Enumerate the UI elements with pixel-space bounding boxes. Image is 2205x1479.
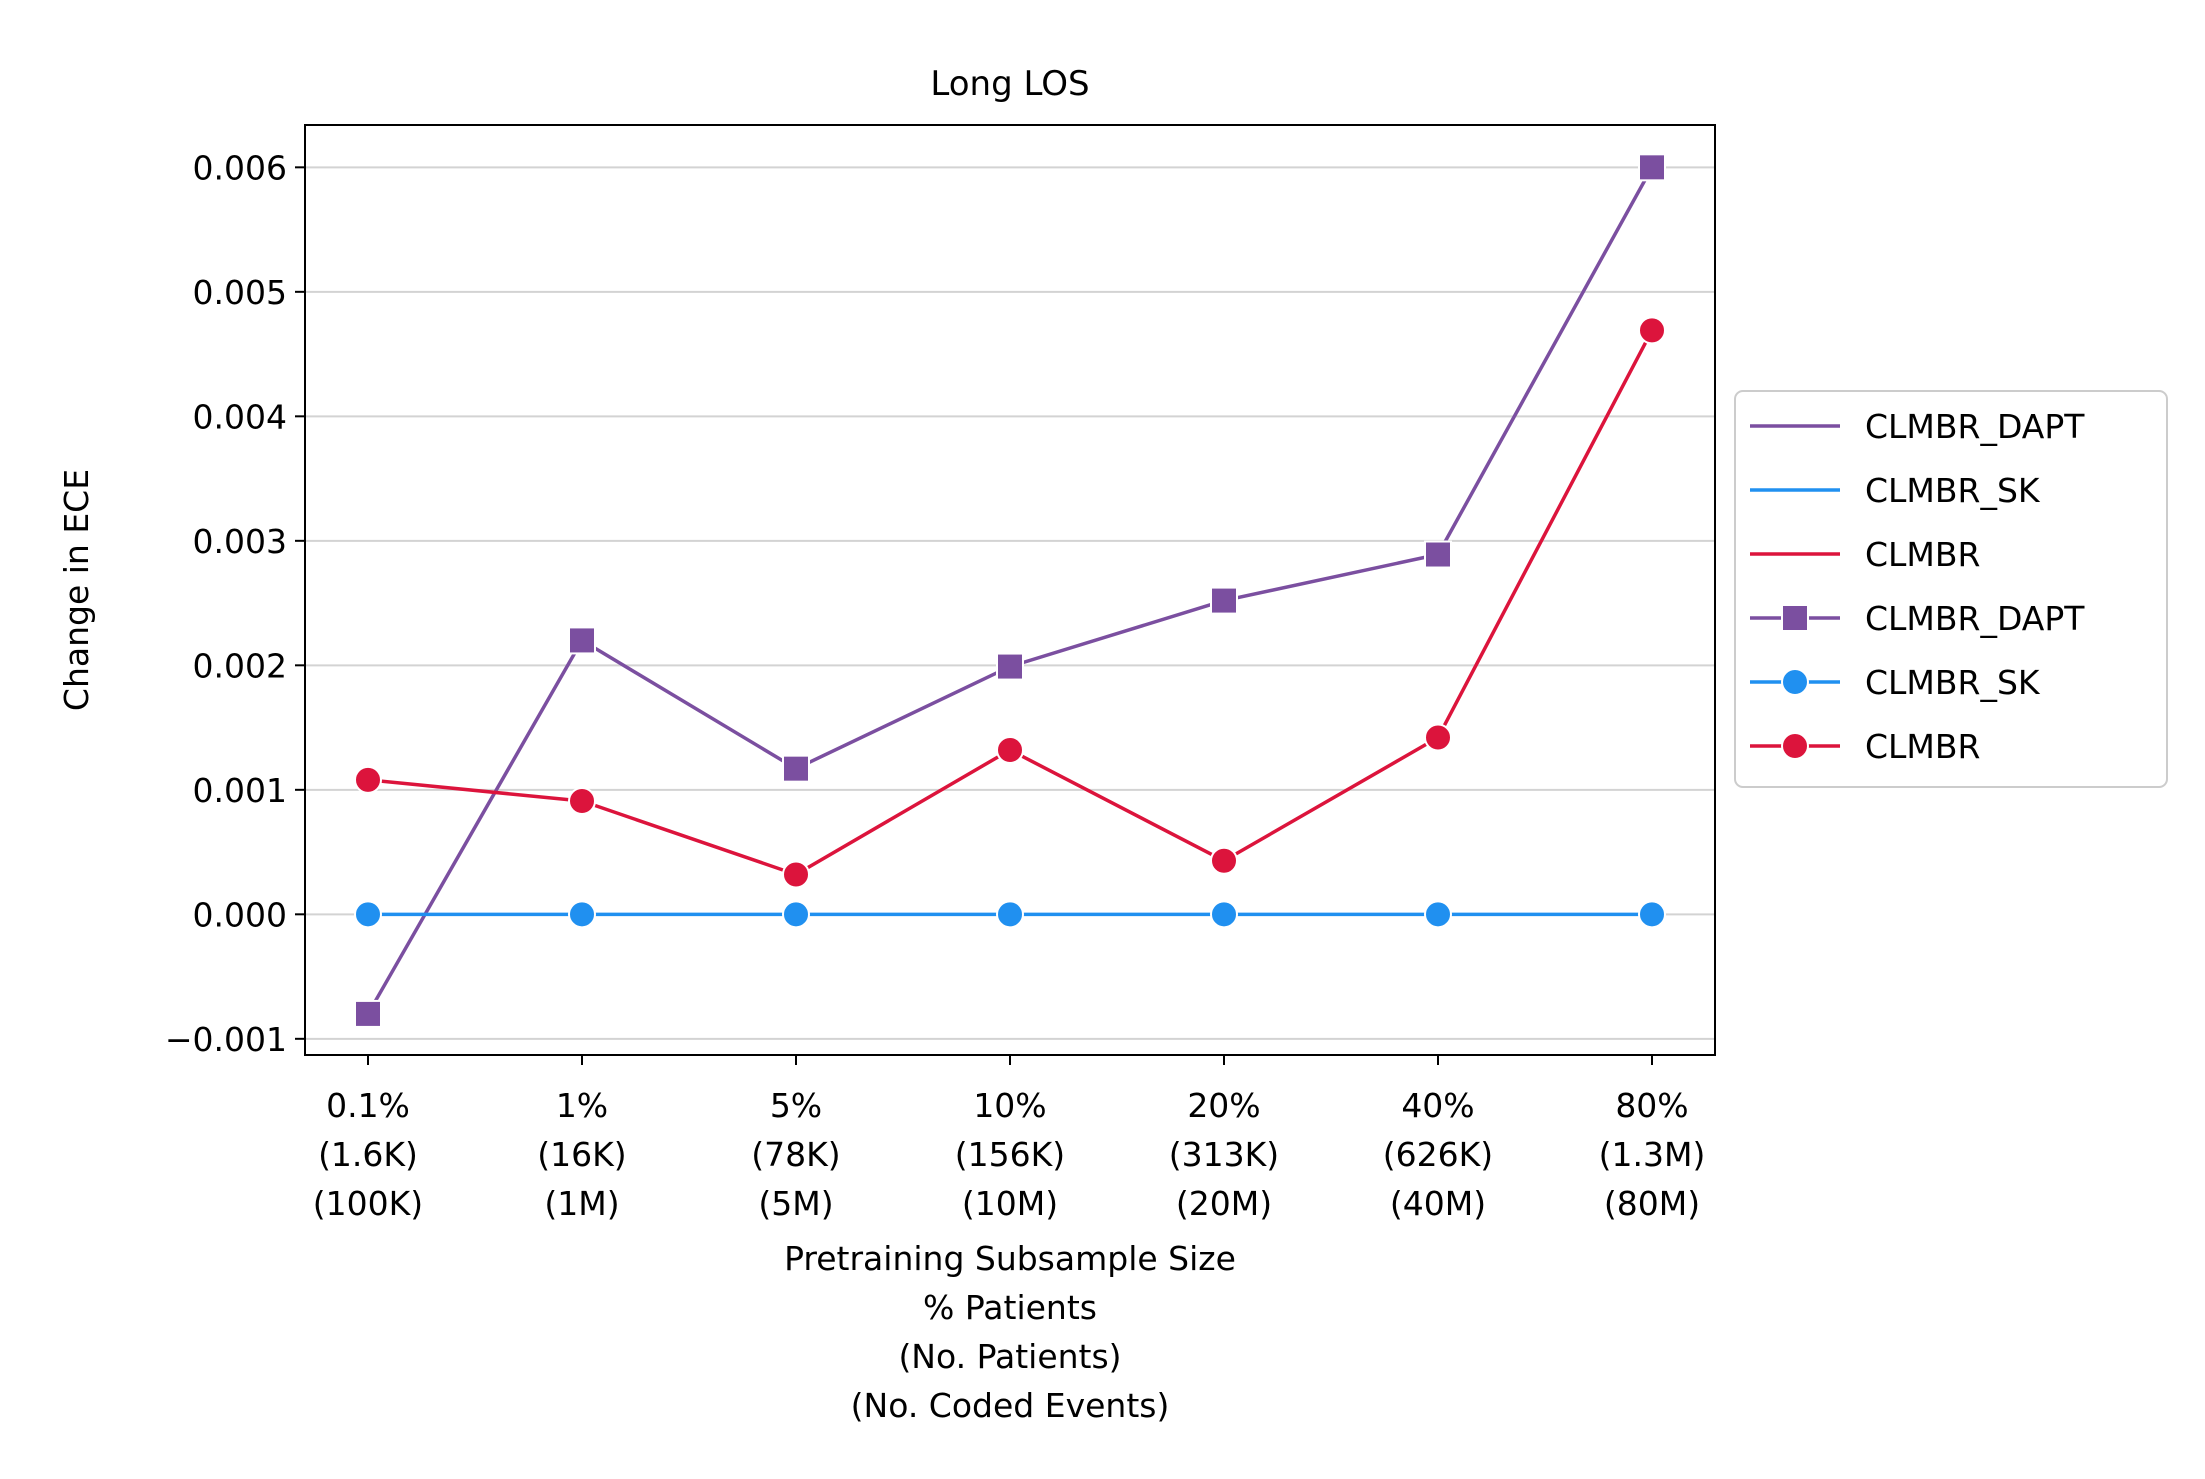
point-clmbr [1210, 846, 1238, 875]
point-clmbr-dapt [1210, 586, 1238, 615]
y-tick-label: −0.001 [165, 1020, 287, 1059]
x-axis-label-line: (No. Patients) [898, 1337, 1121, 1376]
plot-markers [354, 153, 1666, 1028]
x-tick-label: 40% [1401, 1086, 1474, 1125]
legend-label-clmbr-sk: CLMBR_SK [1865, 471, 2041, 510]
x-tick-label: 5% [770, 1086, 822, 1125]
x-tick-label: (100K) [313, 1184, 423, 1223]
x-tick-label: (78K) [751, 1135, 840, 1174]
x-tick-label: 20% [1187, 1086, 1260, 1125]
x-tick-label: 80% [1615, 1086, 1688, 1125]
x-tick-label: (1.3M) [1599, 1135, 1706, 1174]
x-tick-label: 10% [973, 1086, 1046, 1125]
point-clmbr-dapt [996, 652, 1024, 681]
x-tick-label: (1M) [544, 1184, 619, 1223]
x-axis-label-line: Pretraining Subsample Size [784, 1239, 1236, 1278]
point-clmbr [354, 765, 382, 794]
y-axis: −0.001 0.000 0.001 0.002 0.003 0.004 0.005 0.00… [165, 148, 305, 1059]
x-tick-label: 1% [556, 1086, 608, 1125]
chart-title: Long LOS [930, 64, 1089, 104]
x-axis-label: Pretraining Subsample Size % Patients (No.… [784, 1239, 1236, 1425]
x-tick-label: 0.1% [326, 1086, 410, 1125]
x-tick-label: (156K) [955, 1135, 1065, 1174]
x-tick-label: (16K) [537, 1135, 626, 1174]
point-clmbr [782, 860, 810, 889]
plot-frame [304, 124, 1716, 1056]
legend-marker-clmbr [1781, 732, 1809, 760]
point-clmbr-sk [354, 900, 382, 929]
x-tick-label: (5M) [758, 1184, 833, 1223]
point-clmbr-dapt [1638, 153, 1666, 182]
x-axis-label-line: % Patients [923, 1288, 1097, 1327]
point-clmbr-sk [568, 900, 596, 929]
point-clmbr-sk [782, 900, 810, 929]
point-clmbr-dapt [568, 626, 596, 655]
legend-marker-clmbr-sk [1781, 668, 1809, 696]
y-axis-label: Change in ECE [57, 469, 96, 711]
y-tick-label: 0.002 [193, 646, 287, 685]
legend-label-clmbr-dapt: CLMBR_DAPT [1865, 599, 2085, 638]
y-tick-label: 0.001 [193, 771, 287, 810]
y-tick-label: 0.006 [193, 148, 287, 187]
point-clmbr-sk [1210, 900, 1238, 929]
y-tick-label: 0.005 [193, 273, 287, 312]
x-tick-label: (1.6K) [318, 1135, 418, 1174]
legend-label-clmbr: CLMBR [1865, 727, 1980, 766]
point-clmbr [996, 735, 1024, 764]
point-clmbr-dapt [354, 999, 382, 1028]
y-tick-label: 0.004 [193, 397, 287, 436]
legend-label-clmbr-sk: CLMBR_SK [1865, 663, 2041, 702]
x-tick-label: (626K) [1383, 1135, 1493, 1174]
y-tick-label: 0.003 [193, 522, 287, 561]
point-clmbr [568, 787, 596, 816]
x-tick-label: (20M) [1176, 1184, 1272, 1223]
point-clmbr-dapt [782, 754, 810, 783]
series-line-clmbr-dapt [366, 166, 1654, 1015]
x-tick-label: (40M) [1390, 1184, 1486, 1223]
x-axis-label-line: (No. Coded Events) [851, 1386, 1170, 1425]
plot-lines [366, 166, 1654, 1015]
x-tick-label: (80M) [1604, 1184, 1700, 1223]
series-line-clmbr [367, 329, 1654, 877]
x-tick-label: (10M) [962, 1184, 1058, 1223]
x-axis: 0.1% (1.6K) (100K) 1% (16K) (1M) 5% (78K) (5M) 10… [313, 1055, 1706, 1223]
point-clmbr-sk [1424, 900, 1452, 929]
point-clmbr [1424, 723, 1452, 752]
legend: CLMBR_DAPT CLMBR_SK CLMBR CLMBR_DAPT CLMBR_S… [1734, 390, 2168, 788]
point-clmbr [1638, 316, 1666, 345]
x-tick-label: (313K) [1169, 1135, 1279, 1174]
legend-box [1734, 390, 2168, 788]
point-clmbr-dapt [1424, 540, 1452, 569]
legend-label-clmbr: CLMBR [1865, 535, 1980, 574]
legend-label-clmbr-dapt: CLMBR_DAPT [1865, 407, 2085, 446]
point-clmbr-sk [1638, 900, 1666, 929]
point-clmbr-sk [996, 900, 1024, 929]
y-tick-label: 0.000 [193, 895, 287, 934]
legend-marker-clmbr-dapt [1781, 604, 1809, 632]
